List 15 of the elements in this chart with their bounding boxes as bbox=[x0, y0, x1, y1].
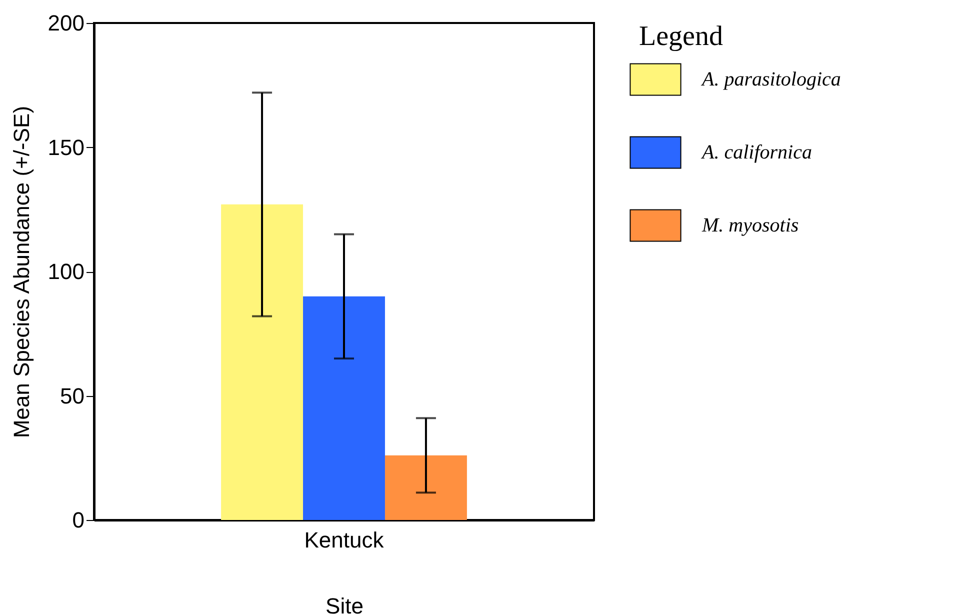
y-tick-label: 150 bbox=[48, 134, 84, 160]
legend-label: A. californica bbox=[700, 142, 812, 164]
legend-label: A. parasitologica bbox=[700, 68, 841, 90]
bar bbox=[221, 204, 304, 520]
legend-title: Legend bbox=[639, 21, 723, 52]
y-tick-label: 0 bbox=[72, 508, 84, 532]
legend-label: M. myosotis bbox=[701, 214, 799, 236]
bar bbox=[303, 296, 385, 520]
bar bbox=[384, 455, 467, 520]
y-tick-label: 100 bbox=[48, 259, 84, 284]
y-axis-title: Mean Species Abundance (+/-SE) bbox=[8, 106, 34, 438]
x-tick-label: Kentuck bbox=[304, 528, 385, 552]
y-tick-label: 200 bbox=[48, 10, 84, 36]
x-axis-title: Site bbox=[326, 594, 364, 615]
y-tick-label: 50 bbox=[60, 383, 84, 408]
